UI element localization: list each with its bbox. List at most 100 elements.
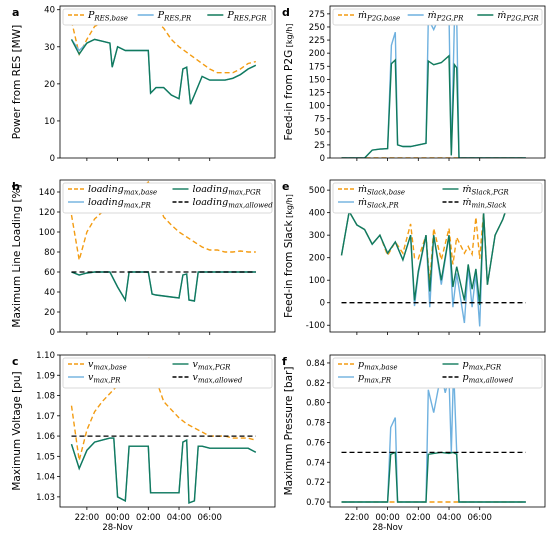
- y-tick-label: 0.78: [306, 419, 325, 429]
- y-axis-label: Maximum Line Loading [%]: [11, 184, 23, 327]
- y-tick-label: 1.07: [36, 412, 55, 422]
- y-tick-label: 300: [309, 231, 325, 241]
- y-tick-label: 100: [309, 102, 325, 112]
- y-axis-label: Feed-in from Slack [kg/h]: [283, 194, 295, 318]
- x-tick-label: 04:00: [167, 513, 192, 523]
- y-tick-label: 0: [50, 154, 55, 164]
- series-line-f-pr: [341, 367, 526, 503]
- series-line-d-pgr: [341, 54, 526, 158]
- series-line-a-pgr: [70, 38, 257, 105]
- y-tick-label: 225: [309, 36, 325, 46]
- y-tick-label: 60: [44, 268, 55, 278]
- x-tick-label: 22:00: [75, 513, 100, 523]
- legend-label: PRES,base: [87, 10, 128, 23]
- legend-label: vmax,base: [88, 359, 127, 372]
- y-axis-label: Maximum Voltage [pu]: [11, 371, 23, 490]
- x-tick-label: 06:00: [197, 513, 222, 523]
- y-tick-label: 125: [309, 88, 325, 98]
- y-tick-label: 275: [309, 10, 325, 20]
- y-tick-label: 0: [320, 299, 325, 309]
- legend-label: loadingmax,PR: [88, 197, 151, 210]
- plot-frame: [329, 179, 546, 333]
- legend-label: vmax,PGR: [193, 359, 232, 372]
- panel-letter: c: [12, 355, 19, 368]
- x-date-label: 28-Nov: [102, 523, 132, 533]
- panel-c: 1.03 1.04 1.05 1.06 1.07 1.08 1.09 1.10 22:00 00:…: [11, 351, 276, 533]
- x-date-label: 28-Nov: [372, 523, 402, 533]
- y-tick-label: 50: [314, 128, 325, 138]
- legend: PRES,base PRES,PR PRES,PGR: [62, 8, 273, 26]
- legend-label: pmax,allowed: [463, 372, 514, 385]
- y-tick-label: 80: [44, 248, 55, 258]
- plot-frame: [329, 354, 546, 508]
- series-line-c-pgr: [70, 437, 257, 504]
- y-tick-label: 150: [309, 75, 325, 85]
- y-tick-label: 1.08: [36, 392, 55, 402]
- legend-label: loadingmax,PGR: [193, 184, 262, 197]
- legend-label: vmax,allowed: [193, 372, 243, 385]
- plot-frame: [59, 5, 276, 159]
- legend-label: ṁP2G,PGR: [497, 10, 539, 23]
- legend: ṁP2G,base ṁP2G,PR ṁP2G,PGR: [332, 8, 543, 26]
- panel-letter: a: [12, 6, 19, 19]
- y-tick-label: 0: [320, 154, 325, 164]
- legend-label: pmax,base: [358, 359, 397, 372]
- y-tick-label: 0.70: [306, 498, 325, 508]
- x-tick-label: 22:00: [345, 513, 370, 523]
- panel-b: 0 20 40 60 80 100 120 140 Maximum Line Loading […: [11, 179, 276, 338]
- x-tick-label: 06:00: [467, 513, 492, 523]
- panel-letter: f: [282, 355, 287, 368]
- legend-label: vmax,PR: [88, 372, 121, 385]
- y-tick-label: 40: [44, 6, 55, 16]
- legend-label: ṁmin,Slack: [463, 197, 507, 210]
- y-axis-label: Maximum Pressure [bar]: [283, 367, 295, 496]
- x-tick-label: 02:00: [406, 513, 431, 523]
- panel-f: 0.70 0.72 0.74 0.76 0.78 0.80 0.82 0.84 22:00 00:…: [282, 354, 546, 533]
- y-axis-label: Feed-in from P2G [kg/h]: [283, 24, 295, 141]
- y-tick-label: 1.06: [36, 432, 55, 442]
- y-tick-label: 140: [39, 188, 55, 198]
- legend-label: PRES,PR: [157, 10, 192, 23]
- y-tick-label: 20: [44, 308, 55, 318]
- y-tick-label: 400: [309, 209, 325, 219]
- y-tick-label: 100: [309, 276, 325, 286]
- y-tick-label: 75: [314, 115, 325, 125]
- y-tick-label: 1.09: [36, 371, 55, 381]
- y-tick-label: 20: [44, 80, 55, 90]
- y-tick-label: 200: [309, 49, 325, 59]
- y-tick-label: 0: [50, 328, 55, 338]
- y-tick-label: 0.72: [306, 478, 325, 488]
- y-tick-label: 0.74: [306, 458, 325, 468]
- panel-letter: e: [282, 180, 289, 193]
- y-tick-label: 1.10: [36, 351, 55, 361]
- panel-letter: b: [12, 180, 20, 193]
- legend-label: ṁSlack,PR: [358, 197, 399, 210]
- legend-label: ṁP2G,PR: [428, 10, 464, 23]
- y-tick-label: 0.82: [306, 379, 325, 389]
- panel-letter: d: [282, 6, 290, 19]
- y-tick-label: 1.04: [36, 473, 55, 483]
- series-line-a-pr: [70, 38, 257, 105]
- x-tick-label: 02:00: [136, 513, 161, 523]
- y-tick-label: 500: [309, 186, 325, 196]
- y-tick-label: 1.05: [36, 452, 55, 462]
- y-axis-label: Power from RES [MW]: [11, 25, 23, 139]
- y-tick-label: 200: [309, 254, 325, 264]
- y-tick-label: 30: [44, 43, 55, 53]
- legend-label: ṁSlack,base: [358, 184, 405, 197]
- legend-label: ṁP2G,base: [358, 10, 400, 23]
- plot-frame: [59, 354, 276, 508]
- legend-label: loadingmax,base: [88, 184, 157, 197]
- x-tick-label: 00:00: [105, 513, 130, 523]
- legend-label: loadingmax,allowed: [193, 197, 274, 210]
- series-line-e-pgr: [340, 186, 527, 306]
- plot-frame: [329, 5, 546, 159]
- y-tick-label: 250: [309, 23, 325, 33]
- y-tick-label: 100: [39, 228, 55, 238]
